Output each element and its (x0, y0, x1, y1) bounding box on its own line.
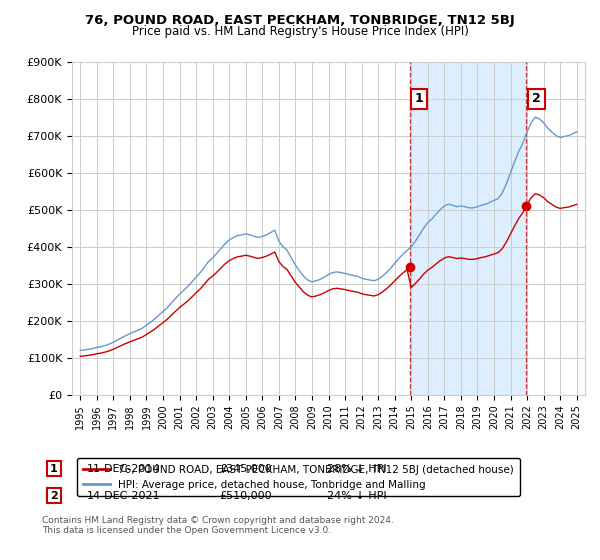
Text: 1: 1 (415, 92, 424, 105)
Bar (410, 62, 526, 395)
Text: £510,000: £510,000 (219, 491, 272, 501)
Text: 1: 1 (50, 464, 58, 474)
Text: 2: 2 (50, 491, 58, 501)
Text: 14-DEC-2021: 14-DEC-2021 (87, 491, 161, 501)
Text: Contains HM Land Registry data © Crown copyright and database right 2024.: Contains HM Land Registry data © Crown c… (42, 516, 394, 525)
Text: 28% ↓ HPI: 28% ↓ HPI (327, 464, 386, 474)
Text: 11-DEC-2014: 11-DEC-2014 (87, 464, 161, 474)
Text: 76, POUND ROAD, EAST PECKHAM, TONBRIDGE, TN12 5BJ: 76, POUND ROAD, EAST PECKHAM, TONBRIDGE,… (85, 14, 515, 27)
Text: Price paid vs. HM Land Registry's House Price Index (HPI): Price paid vs. HM Land Registry's House … (131, 25, 469, 38)
Legend: 76, POUND ROAD, EAST PECKHAM, TONBRIDGE, TN12 5BJ (detached house), HPI: Average: 76, POUND ROAD, EAST PECKHAM, TONBRIDGE,… (77, 458, 520, 496)
Text: This data is licensed under the Open Government Licence v3.0.: This data is licensed under the Open Gov… (42, 526, 331, 535)
Text: 24% ↓ HPI: 24% ↓ HPI (327, 491, 386, 501)
Text: £345,000: £345,000 (219, 464, 272, 474)
Text: 2: 2 (532, 92, 541, 105)
